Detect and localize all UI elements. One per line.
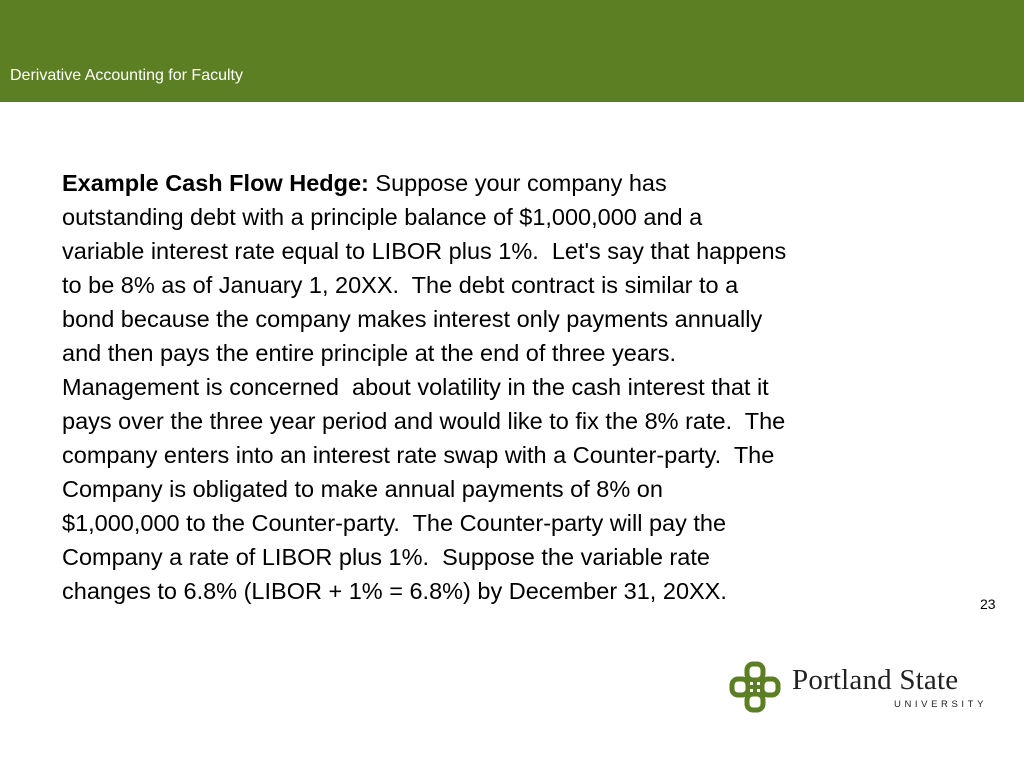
body-line-9: company enters into an interest rate swa… xyxy=(62,442,775,468)
body-line-5: bond because the company makes interest … xyxy=(62,306,763,332)
body-line-2: outstanding debt with a principle balanc… xyxy=(62,204,703,230)
psu-knot-logo-icon xyxy=(729,661,781,713)
body-line-3: variable interest rate equal to LIBOR pl… xyxy=(62,238,787,264)
body-line-10: Company is obligated to make annual paym… xyxy=(62,476,663,502)
body-line-7: Management is concerned about volatility… xyxy=(62,374,769,400)
body-lead: Example Cash Flow Hedge: xyxy=(62,170,369,196)
header-bar: Derivative Accounting for Faculty xyxy=(0,0,1024,102)
body-line-1-text: Suppose your company has xyxy=(375,170,667,196)
portland-state-logo: Portland State UNIVERSITY xyxy=(728,660,998,720)
body-line-4: to be 8% as of January 1, 20XX. The debt… xyxy=(62,272,739,298)
logo-subtitle: UNIVERSITY xyxy=(894,699,988,710)
body-line-12: Company a rate of LIBOR plus 1%. Suppose… xyxy=(62,544,710,570)
body-line-6: and then pays the entire principle at th… xyxy=(62,340,677,366)
header-title: Derivative Accounting for Faculty xyxy=(10,67,243,84)
body-paragraph: Example Cash Flow Hedge: Suppose your co… xyxy=(62,166,952,608)
body-line-8: pays over the three year period and woul… xyxy=(62,408,786,434)
body-line-1: Example Cash Flow Hedge: Suppose your co… xyxy=(62,166,952,200)
body-line-13: changes to 6.8% (LIBOR + 1% = 6.8%) by D… xyxy=(62,578,727,604)
body-line-11: $1,000,000 to the Counter-party. The Cou… xyxy=(62,510,727,536)
page-number: 23 xyxy=(980,596,996,612)
logo-name: Portland State xyxy=(792,664,959,696)
